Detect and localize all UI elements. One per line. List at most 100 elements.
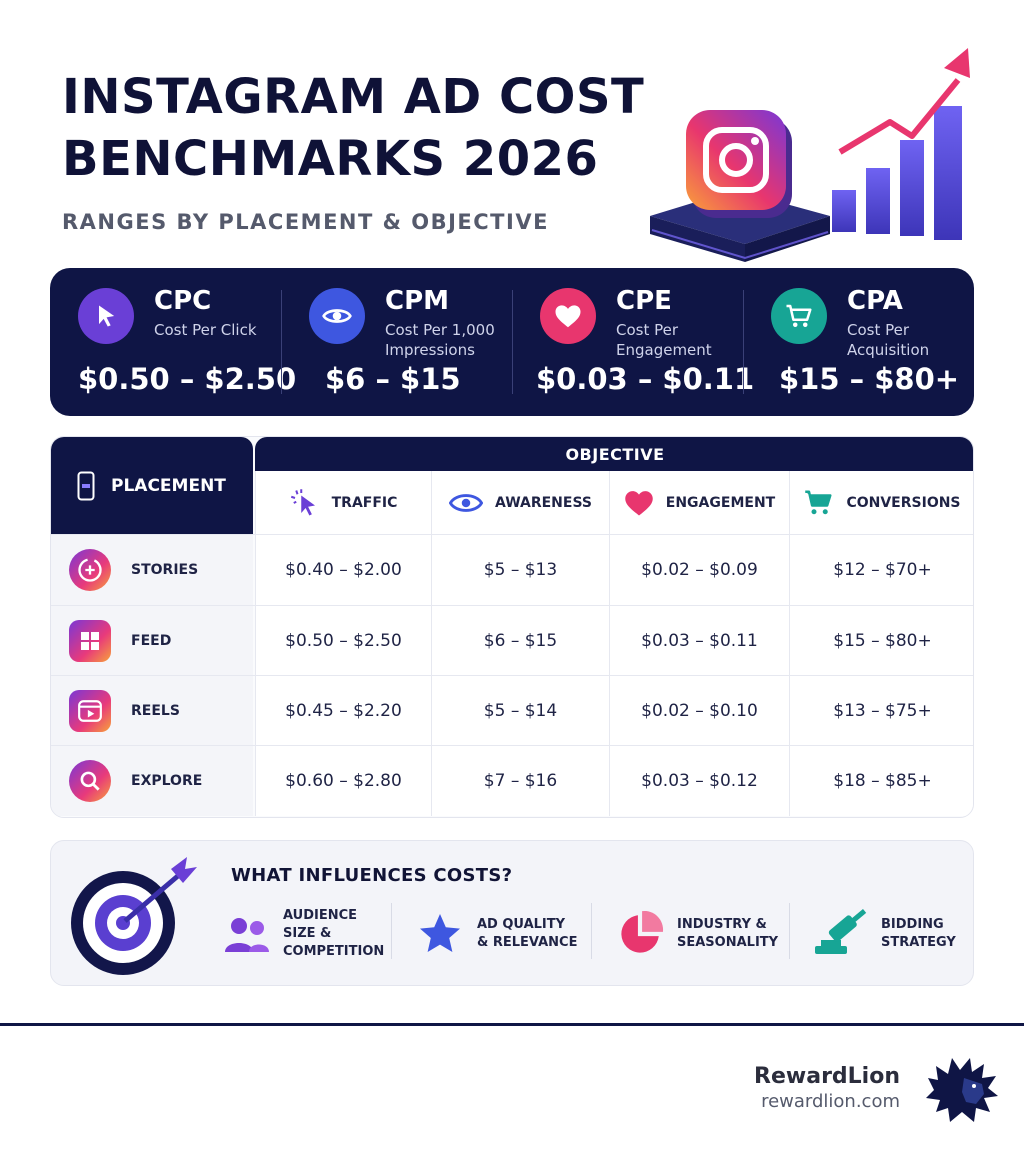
table-cell: $15 – $80+: [789, 606, 973, 676]
metric-desc: Cost Per Engagement: [616, 321, 712, 359]
table-row-stories: STORIES $0.40 – $2.00 $5 – $13 $0.02 – $…: [51, 534, 973, 605]
stories-icon: [69, 549, 111, 591]
table-cell: $5 – $13: [431, 535, 609, 605]
bar-growth-icon: [832, 106, 962, 240]
table-cell: $7 – $16: [431, 746, 609, 816]
lion-logo-icon: [926, 1058, 998, 1122]
influence-line: COMPETITION: [283, 944, 385, 959]
influence-line: STRATEGY: [881, 935, 956, 950]
influence-line: & RELEVANCE: [477, 935, 578, 950]
trend-arrow-icon: [838, 48, 970, 155]
influence-industry: INDUSTRY & SEASONALITY: [615, 901, 778, 967]
column-header-label: AWARENESS: [494, 494, 592, 511]
row-label: STORIES: [51, 535, 253, 605]
column-header-conversions: CONVERSIONS: [789, 471, 973, 534]
gavel-icon: [815, 909, 867, 954]
influence-ad-quality: AD QUALITY & RELEVANCE: [415, 901, 577, 967]
influence-line: SEASONALITY: [677, 935, 779, 950]
title-line-2: BENCHMARKS 2026: [62, 131, 599, 187]
phone-icon: [77, 471, 95, 500]
column-header-engagement: ENGAGEMENT: [609, 471, 789, 534]
hero-illustration: [650, 48, 970, 262]
metric-cpe: CPE Cost Per Engagement $0.03 – $0.11: [512, 268, 754, 416]
table-cell: $0.03 – $0.11: [609, 606, 789, 676]
metric-desc: Cost Per Click: [154, 321, 257, 339]
metric-abbr: CPC: [154, 286, 212, 316]
table-cell: $0.50 – $2.50: [255, 606, 431, 676]
eye-icon: [309, 288, 365, 344]
metric-abbr: CPM: [385, 286, 450, 316]
brand-url: rewardlion.com: [761, 1091, 900, 1112]
brand-name: RewardLion: [754, 1064, 900, 1089]
metric-range: $6 – $15: [325, 362, 461, 396]
influence-line: AD QUALITY: [477, 917, 566, 932]
cost-table: PLACEMENT OBJECTIVE TRAFFIC AWARENESS EN…: [50, 436, 974, 818]
influence-line: INDUSTRY &: [677, 917, 767, 932]
metric-desc: Cost Per 1,000 Impressions: [385, 321, 495, 359]
metric-cpm: CPM Cost Per 1,000 Impressions $6 – $15: [281, 268, 512, 416]
footer-divider: [0, 1023, 1024, 1026]
target-dart-icon: [71, 857, 197, 975]
metric-cpa: CPA Cost Per Acquisition $15 – $80+: [743, 268, 974, 416]
click-cursor-icon: [290, 488, 315, 515]
objective-header: OBJECTIVE: [255, 437, 973, 471]
divider: [591, 903, 592, 959]
influence-bidding: BIDDING STRATEGY: [809, 901, 956, 967]
feed-grid-icon: [69, 620, 111, 662]
placement-header: PLACEMENT: [51, 437, 253, 534]
page-subtitle: RANGES BY PLACEMENT & OBJECTIVE: [62, 210, 549, 234]
column-header-label: CONVERSIONS: [846, 494, 961, 511]
table-cell: $0.60 – $2.80: [255, 746, 431, 816]
column-header-label: ENGAGEMENT: [665, 494, 776, 511]
brand-block: RewardLion rewardlion.com: [754, 1064, 900, 1112]
row-label: REELS: [51, 676, 253, 746]
reels-play-icon: [69, 690, 111, 732]
table-row-feed: FEED $0.50 – $2.50 $6 – $15 $0.03 – $0.1…: [51, 605, 973, 676]
table-cell: $13 – $75+: [789, 676, 973, 746]
table-cell: $0.40 – $2.00: [255, 535, 431, 605]
influence-audience: AUDIENCE SIZE & COMPETITION: [223, 901, 384, 967]
table-cell: $18 – $85+: [789, 746, 973, 816]
table-cell: $0.02 – $0.10: [609, 676, 789, 746]
influence-text: AD QUALITY & RELEVANCE: [477, 916, 577, 952]
metric-range: $0.50 – $2.50: [78, 362, 297, 396]
placement-header-label: PLACEMENT: [111, 475, 226, 496]
metric-cpc: CPC Cost Per Click $0.50 – $2.50: [50, 268, 296, 416]
eye-icon: [448, 493, 483, 512]
row-label: FEED: [51, 606, 253, 676]
row-label-text: EXPLORE: [131, 773, 203, 789]
title-line-1: INSTAGRAM AD COST: [62, 69, 645, 125]
divider: [391, 903, 392, 959]
row-label-text: STORIES: [131, 562, 199, 578]
metrics-banner: CPC Cost Per Click $0.50 – $2.50 CPM Cos…: [50, 268, 974, 416]
row-label: EXPLORE: [51, 746, 253, 816]
column-header-label: TRAFFIC: [331, 494, 398, 511]
pie-chart-icon: [621, 910, 664, 953]
cart-icon: [771, 288, 827, 344]
metric-abbr: CPA: [847, 286, 903, 316]
people-icon: [225, 918, 269, 952]
header: INSTAGRAM AD COST BENCHMARKS 2026 RANGES…: [62, 66, 662, 234]
influences-panel: WHAT INFLUENCES COSTS? AUDIENCE SIZE & C…: [50, 840, 974, 986]
metric-abbr: CPE: [616, 286, 672, 316]
column-header-traffic: TRAFFIC: [255, 471, 431, 534]
instagram-logo-icon: [686, 110, 792, 218]
metric-range: $0.03 – $0.11: [536, 362, 755, 396]
metric-range: $15 – $80+: [779, 362, 960, 396]
metric-desc: Cost Per Acquisition: [847, 321, 930, 359]
influence-line: SIZE &: [283, 926, 332, 941]
heart-icon: [625, 490, 653, 515]
influence-text: INDUSTRY & SEASONALITY: [677, 916, 778, 952]
heart-icon: [540, 288, 596, 344]
influences-title: WHAT INFLUENCES COSTS?: [231, 865, 513, 886]
influence-text: BIDDING STRATEGY: [881, 916, 956, 952]
divider: [789, 903, 790, 959]
cart-icon: [805, 490, 832, 514]
table-row-reels: REELS $0.45 – $2.20 $5 – $14 $0.02 – $0.…: [51, 675, 973, 746]
star-icon: [420, 914, 460, 952]
explore-search-icon: [69, 760, 111, 802]
table-cell: $0.45 – $2.20: [255, 676, 431, 746]
influence-text: AUDIENCE SIZE & COMPETITION: [283, 907, 384, 961]
cursor-icon: [78, 288, 134, 344]
row-label-text: FEED: [131, 633, 172, 649]
